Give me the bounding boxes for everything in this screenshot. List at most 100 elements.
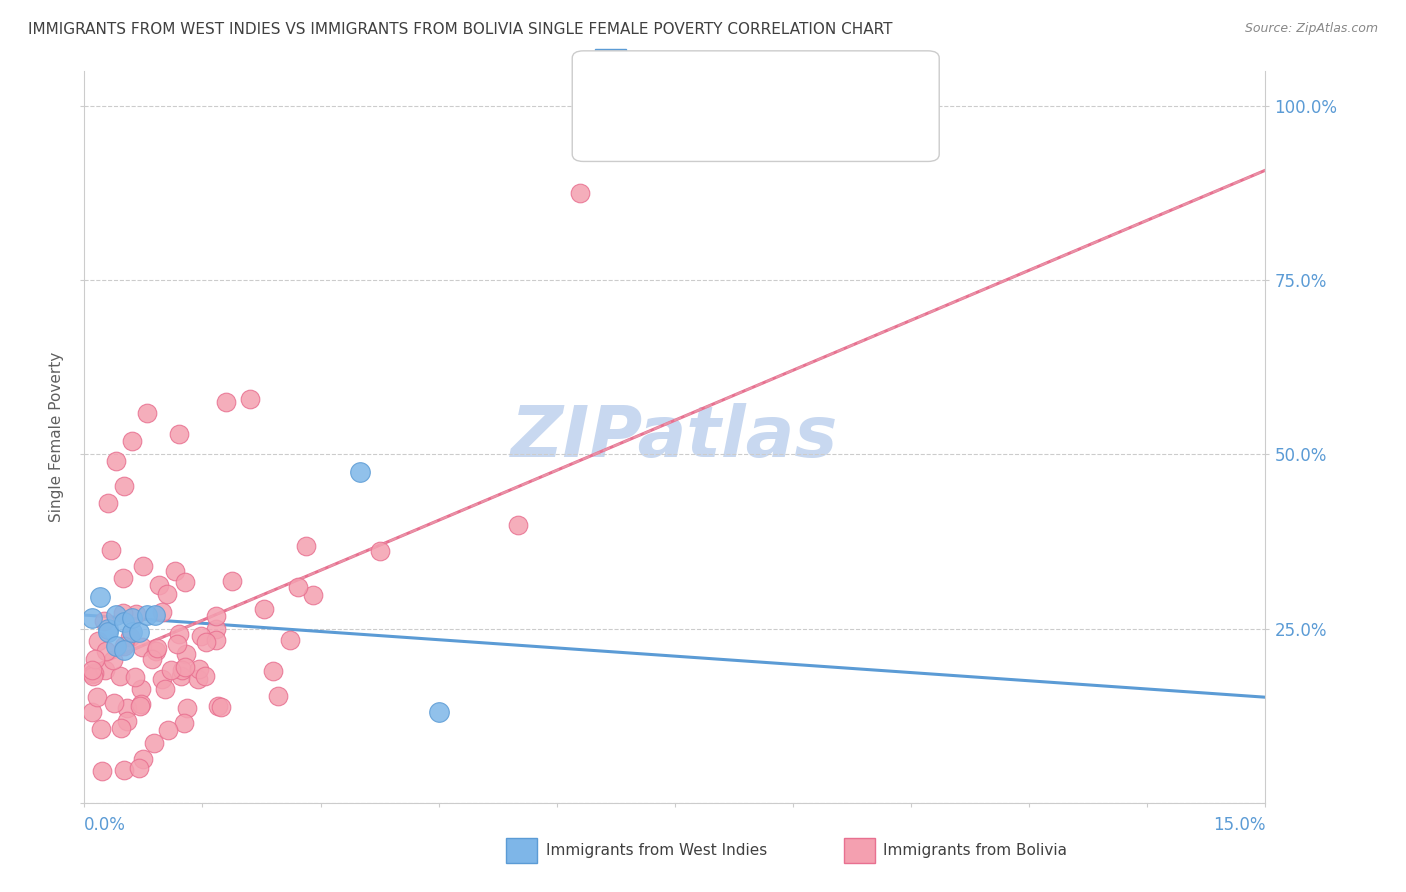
Point (128, 761, 150, 775)
Point (97, 625, 120, 640)
Point (150, 605, 173, 619)
Text: 84: 84 (763, 103, 785, 118)
Point (211, 700, 233, 714)
Point (173, 574, 195, 589)
Point (96, 644, 118, 658)
Point (136, 406, 159, 420)
Text: -0.143: -0.143 (668, 59, 723, 73)
Point (104, 454, 127, 468)
Point (112, 639, 135, 653)
Point (176, 647, 198, 661)
Point (170, 663, 193, 677)
Point (207, 698, 229, 713)
Point (143, 607, 166, 622)
Point (349, 465, 371, 479)
Point (267, 689, 290, 703)
Point (262, 664, 284, 678)
Point (205, 622, 228, 636)
Point (176, 701, 198, 715)
Point (287, 580, 309, 594)
Text: N =: N = (731, 59, 765, 73)
Point (215, 395, 238, 409)
Point (166, 637, 188, 651)
Point (156, 723, 179, 737)
Point (97, 496, 120, 510)
Point (302, 588, 325, 602)
Point (101, 653, 124, 667)
Point (205, 633, 228, 648)
Point (204, 608, 226, 623)
Bar (595, 49, 626, 83)
Point (82, 668, 104, 682)
Point (131, 752, 153, 766)
Point (368, 544, 391, 558)
Point (153, 681, 176, 696)
Point (120, 630, 142, 644)
Point (136, 607, 159, 622)
Point (167, 426, 190, 441)
Point (97, 622, 120, 636)
Point (86, 634, 108, 648)
Point (121, 434, 143, 448)
Point (150, 672, 173, 686)
Text: R =: R = (634, 59, 668, 73)
Point (278, 632, 301, 647)
Point (167, 627, 190, 641)
Text: Source: ZipAtlas.com: Source: ZipAtlas.com (1244, 22, 1378, 36)
Point (141, 652, 163, 666)
Point (110, 721, 132, 735)
Bar (844, 838, 875, 863)
Text: 0.0%: 0.0% (84, 816, 127, 834)
Point (569, 186, 592, 201)
Point (508, 518, 530, 533)
Point (103, 696, 125, 710)
Point (129, 697, 152, 711)
Point (143, 736, 166, 750)
Point (104, 607, 127, 622)
Text: 15.0%: 15.0% (1213, 816, 1265, 834)
Text: 0.368: 0.368 (668, 103, 716, 118)
Point (112, 763, 135, 777)
Point (100, 543, 122, 558)
Point (82, 611, 104, 625)
Point (252, 602, 274, 616)
Point (187, 672, 209, 686)
Bar (506, 838, 537, 863)
Text: Immigrants from West Indies: Immigrants from West Indies (546, 844, 766, 858)
Point (121, 625, 143, 640)
Point (174, 660, 197, 674)
Bar (595, 94, 626, 128)
Point (94, 663, 117, 677)
Text: ZIPatlas: ZIPatlas (512, 402, 838, 472)
Point (129, 682, 152, 697)
Point (121, 611, 143, 625)
Point (83, 652, 105, 666)
Point (117, 701, 139, 715)
Point (117, 714, 139, 728)
Point (145, 643, 167, 657)
Point (160, 663, 183, 677)
Point (221, 574, 243, 588)
Point (295, 539, 318, 553)
Point (195, 634, 218, 648)
Point (112, 615, 135, 629)
Point (173, 715, 195, 730)
Point (93, 615, 115, 629)
Point (82, 667, 104, 681)
Point (188, 662, 211, 676)
Point (108, 668, 131, 682)
Point (82, 663, 104, 677)
Point (82, 705, 104, 719)
Point (148, 577, 170, 591)
Point (91, 764, 114, 778)
Point (194, 669, 217, 683)
Text: R =: R = (634, 103, 668, 118)
Point (104, 639, 127, 653)
Point (111, 606, 134, 620)
Point (83, 665, 105, 680)
Point (146, 640, 169, 655)
Text: N =: N = (731, 103, 765, 118)
Point (239, 392, 262, 406)
Point (131, 640, 153, 655)
Point (89, 591, 111, 605)
